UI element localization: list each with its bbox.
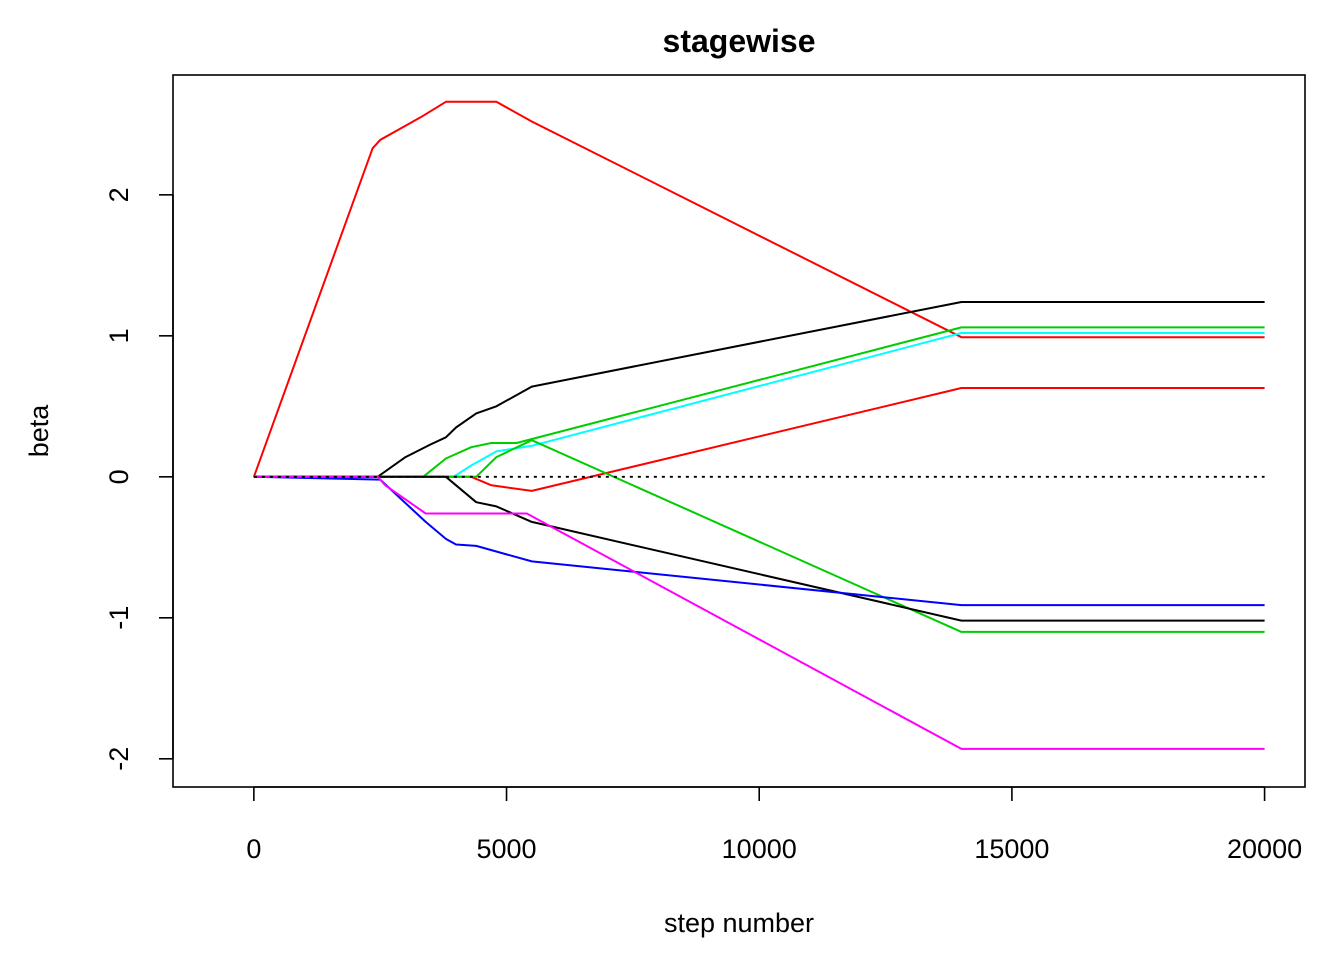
series-line-6 xyxy=(253,439,1265,633)
y-tick-label-1: -1 xyxy=(104,606,134,630)
y-tick-label-3: 1 xyxy=(104,328,134,343)
series-line-9 xyxy=(253,475,1265,750)
chart-title: stagewise xyxy=(663,23,816,59)
x-tick-label-0: 0 xyxy=(246,834,261,864)
series-line-1 xyxy=(252,100,1265,478)
series-line-3 xyxy=(253,326,1265,478)
y-axis: -2 -1 0 1 2 xyxy=(104,187,174,771)
x-tick-label-2: 10000 xyxy=(722,834,797,864)
x-tick-label-4: 20000 xyxy=(1227,834,1302,864)
x-axis-label: step number xyxy=(664,908,814,938)
plot-series xyxy=(252,100,1265,750)
series-line-5 xyxy=(253,387,1265,492)
series-line-8 xyxy=(253,475,1265,607)
y-tick-label-0: -2 xyxy=(104,747,134,771)
y-axis-label: beta xyxy=(24,404,54,458)
plot-frame xyxy=(172,74,1306,788)
y-tick-label-4: 2 xyxy=(104,187,134,202)
x-tick-label-3: 15000 xyxy=(974,834,1049,864)
series-line-2 xyxy=(253,301,1265,478)
x-tick-label-1: 5000 xyxy=(476,834,536,864)
series-line-4 xyxy=(253,332,1265,478)
x-axis: 0 5000 10000 15000 20000 xyxy=(246,786,1302,864)
y-tick-label-2: 0 xyxy=(104,469,134,484)
